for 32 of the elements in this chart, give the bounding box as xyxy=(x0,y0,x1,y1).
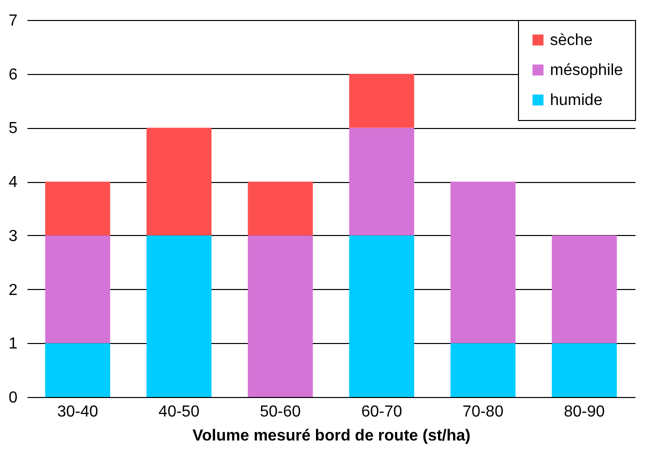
y-tick-label: 4 xyxy=(8,174,18,192)
x-tick-label: 50-60 xyxy=(260,404,301,420)
x-tick-label: 80-90 xyxy=(564,404,605,420)
bar xyxy=(450,182,516,344)
bar xyxy=(45,235,110,344)
bar xyxy=(248,235,313,397)
x-axis-title: Volume mesuré bord de route (st/ha) xyxy=(192,428,470,444)
bar xyxy=(146,235,212,397)
bar xyxy=(349,235,414,397)
y-tick-label: 5 xyxy=(8,120,18,138)
legend-label: humide xyxy=(550,92,603,109)
bar xyxy=(552,343,617,397)
y-tick-label: 7 xyxy=(8,12,18,30)
bar xyxy=(45,182,110,236)
bar xyxy=(146,128,212,236)
bar xyxy=(450,343,516,397)
legend-label: mésophile xyxy=(550,62,624,79)
bar xyxy=(552,235,617,344)
x-tick-label: 70-80 xyxy=(462,404,504,420)
bar xyxy=(45,343,110,397)
x-tick-label: 60-70 xyxy=(361,404,402,420)
y-tick-label: 6 xyxy=(8,66,18,84)
y-tick-label: 2 xyxy=(8,282,18,299)
x-tick-label: 30-40 xyxy=(57,404,98,420)
x-tick-label: 40-50 xyxy=(158,404,200,420)
y-tick-label: 3 xyxy=(8,228,18,245)
bar xyxy=(349,128,414,236)
y-tick-label: 0 xyxy=(8,390,18,406)
y-tick-label: 1 xyxy=(8,336,18,353)
legend-label: sèche xyxy=(550,32,593,49)
bar xyxy=(248,182,313,236)
bar xyxy=(349,74,414,128)
